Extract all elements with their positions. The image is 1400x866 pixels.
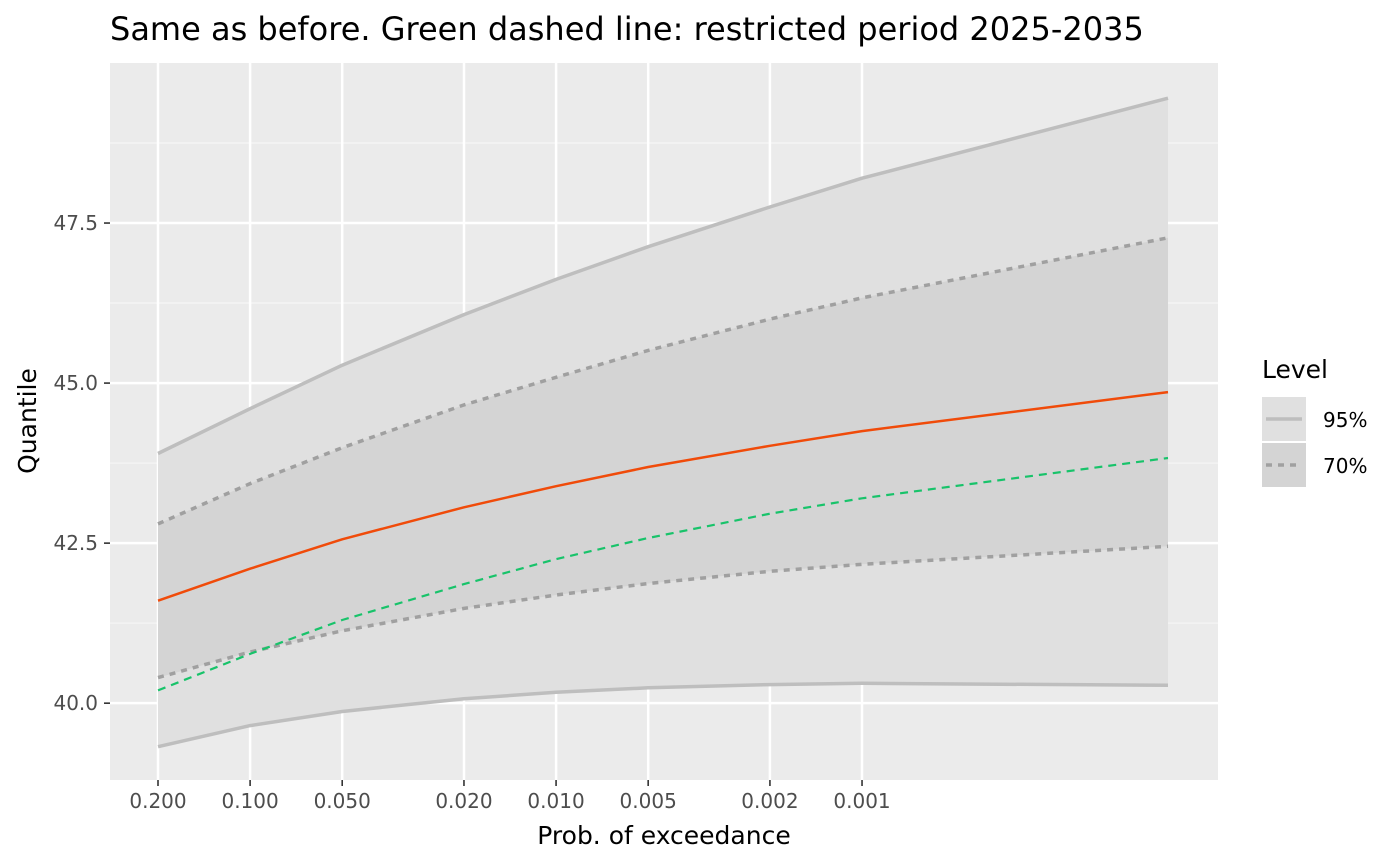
y-axis-title: Quantile bbox=[13, 368, 42, 474]
legend-title: Level bbox=[1262, 355, 1328, 384]
y-tick-label-2: 45.0 bbox=[53, 371, 98, 395]
legend: Level 95% 70% bbox=[1262, 355, 1367, 487]
y-tick-label-1: 42.5 bbox=[53, 531, 98, 555]
x-tick-label-0: 0.200 bbox=[129, 789, 186, 813]
x-tick-label-7: 0.001 bbox=[833, 789, 890, 813]
y-tick-label-3: 47.5 bbox=[53, 211, 98, 235]
y-tick-label-0: 40.0 bbox=[53, 691, 98, 715]
y-axis-ticks: 40.0 42.5 45.0 47.5 bbox=[53, 211, 110, 715]
legend-label-95: 95% bbox=[1323, 408, 1367, 432]
x-tick-label-6: 0.002 bbox=[741, 789, 798, 813]
x-tick-label-1: 0.100 bbox=[221, 789, 278, 813]
x-tick-label-4: 0.010 bbox=[527, 789, 584, 813]
x-tick-label-3: 0.020 bbox=[435, 789, 492, 813]
x-tick-label-5: 0.005 bbox=[620, 789, 677, 813]
x-axis-title: Prob. of exceedance bbox=[537, 821, 790, 850]
chart-title: Same as before. Green dashed line: restr… bbox=[110, 10, 1144, 48]
x-axis-ticks: 0.200 0.100 0.050 0.020 0.010 0.005 0.002 0.001 bbox=[129, 780, 890, 813]
legend-label-70: 70% bbox=[1323, 454, 1367, 478]
x-tick-label-2: 0.050 bbox=[314, 789, 371, 813]
